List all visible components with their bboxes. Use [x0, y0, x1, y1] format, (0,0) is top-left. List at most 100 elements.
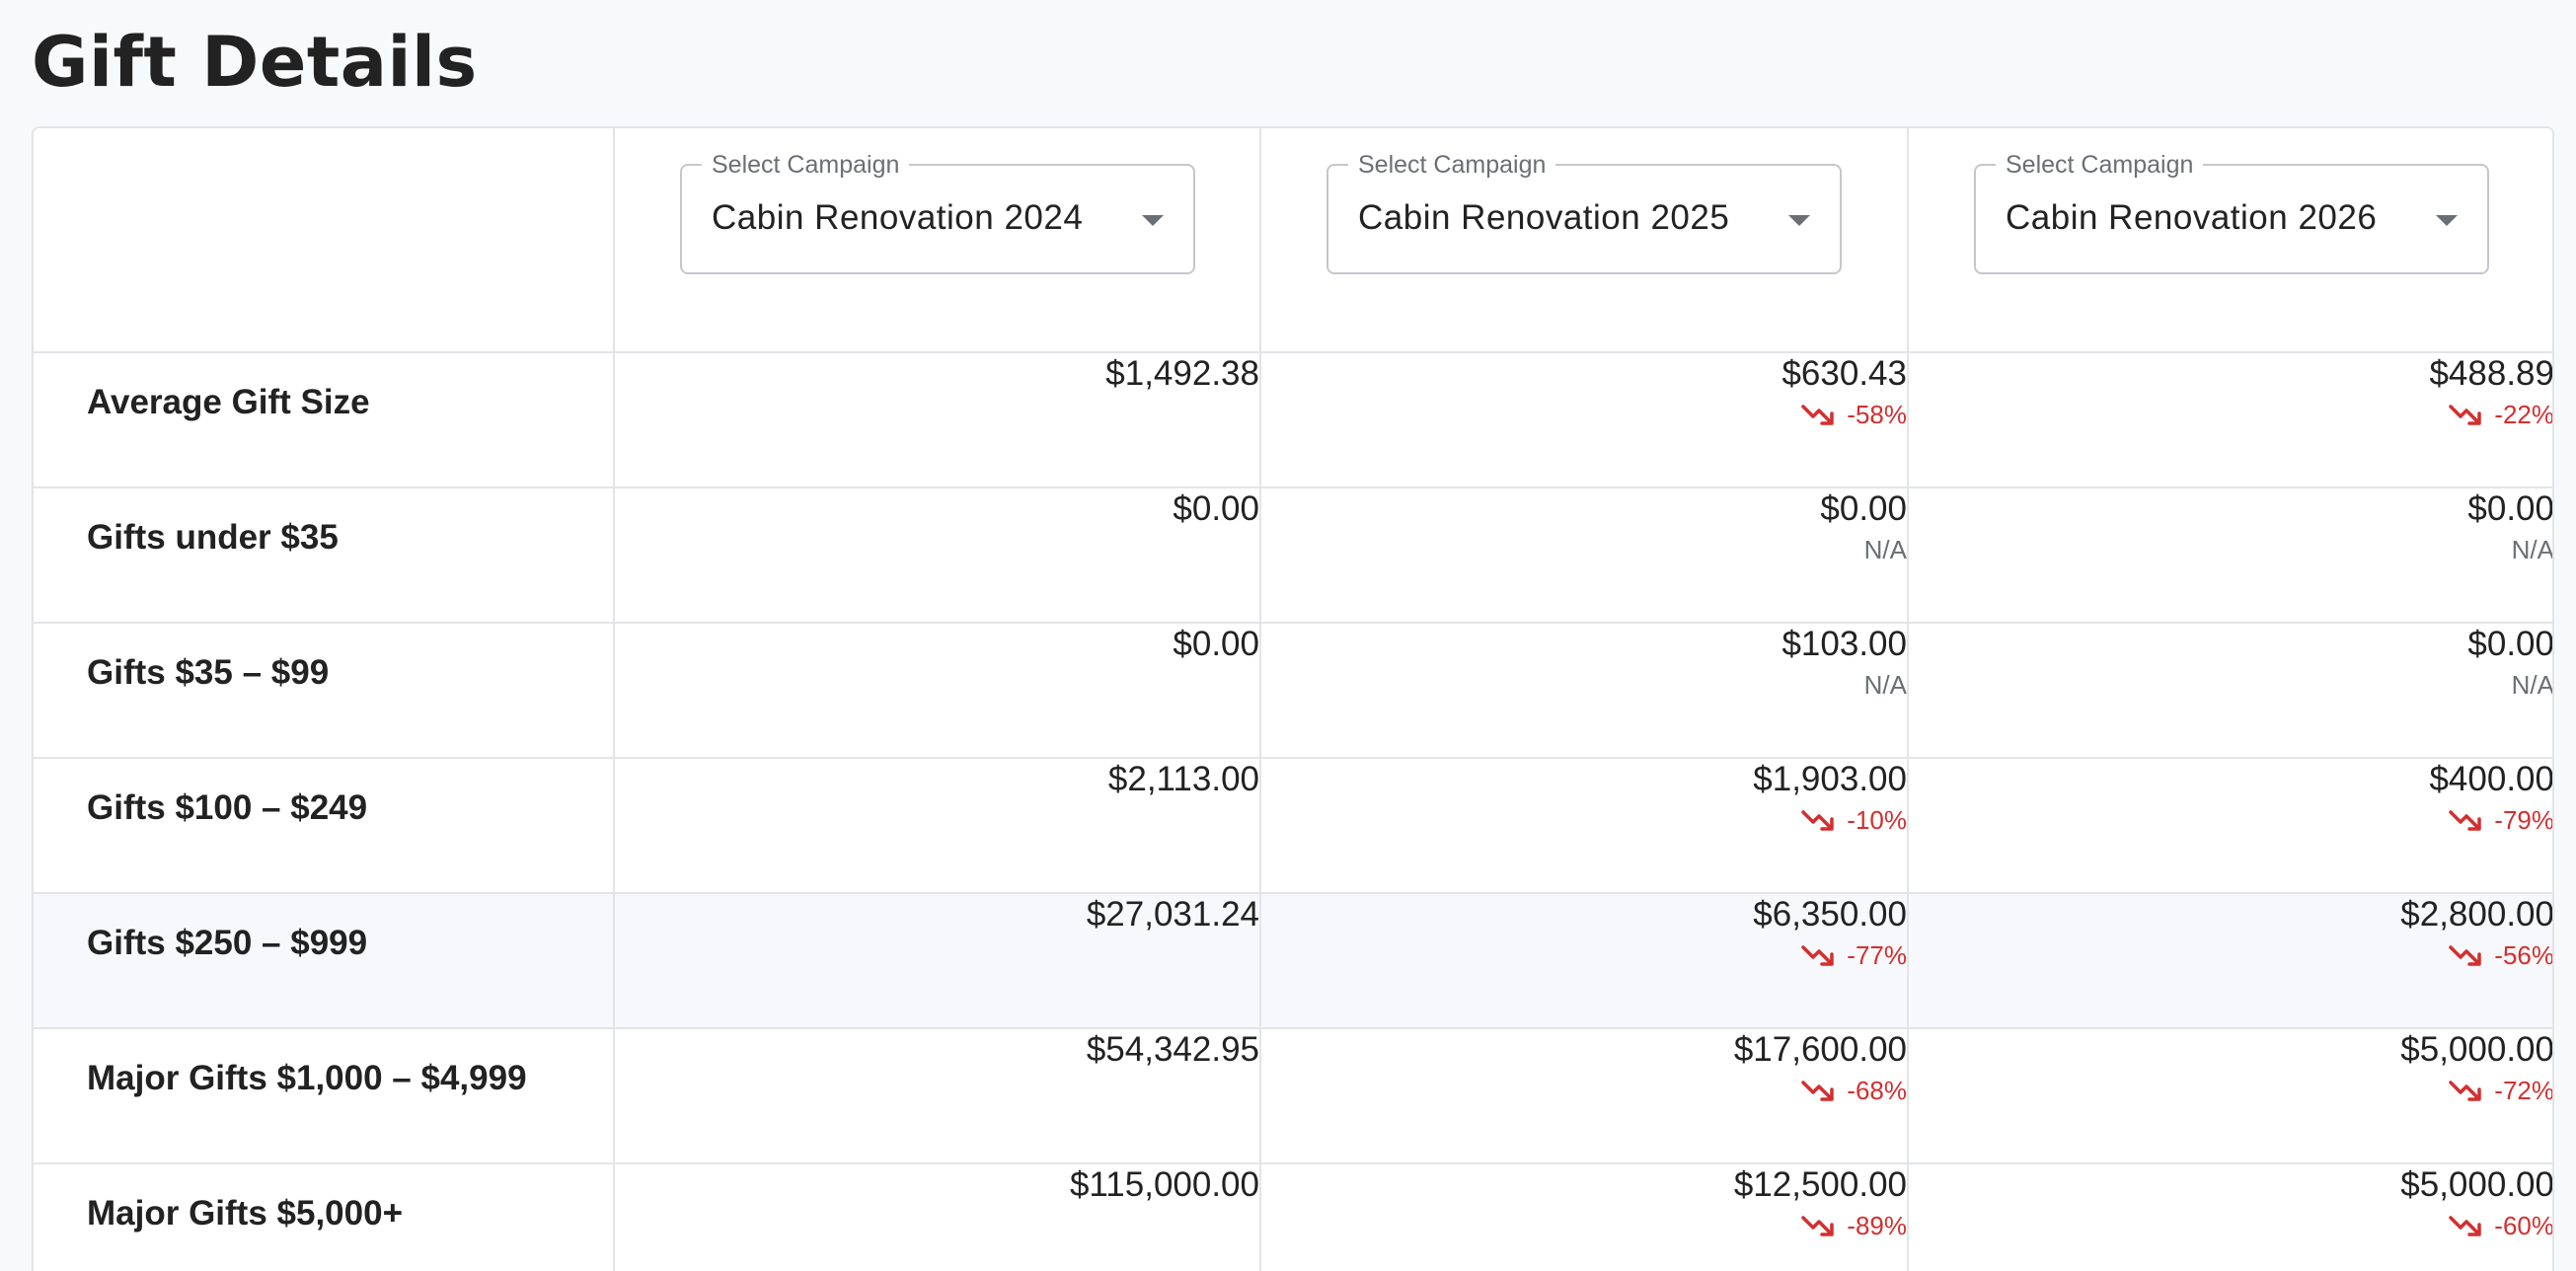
value-cell: $12,500.00 -89% [1259, 1163, 1908, 1271]
campaign-column-2: Select Campaign Cabin Renovation 2025 [1259, 128, 1908, 353]
table-row: Gifts $35 – $99 $0.00 $103.00 N/A $0.00 N/A [34, 623, 2552, 759]
page-title: Gift Details [32, 22, 478, 103]
change-indicator: N/A [1909, 669, 2552, 701]
row-label-cell: Gifts $100 – $249 [34, 758, 614, 894]
trending-down-icon [1801, 810, 1835, 831]
value-cell: $115,000.00 [613, 1163, 1260, 1271]
value-cell: $2,113.00 [613, 758, 1260, 894]
row-label: Gifts $35 – $99 [87, 653, 330, 692]
change-indicator: -79% [1909, 804, 2552, 836]
change-text: -60% [2494, 1211, 2554, 1240]
change-indicator [615, 669, 1259, 701]
amount-value: $17,600.00 [1733, 1030, 1907, 1069]
change-indicator: -22% [1909, 399, 2554, 430]
chevron-down-icon[interactable] [2436, 215, 2458, 226]
value-cell: $54,342.95 [613, 1028, 1260, 1164]
campaign-select-value: Cabin Renovation 2024 [712, 198, 1084, 237]
row-label: Major Gifts $5,000+ [87, 1194, 404, 1233]
campaign-select-label: Select Campaign [1348, 152, 1556, 178]
amount-value: $115,000.00 [1069, 1165, 1259, 1204]
change-text: -22% [2494, 400, 2554, 429]
change-indicator: N/A [1261, 534, 1907, 565]
chevron-down-icon[interactable] [1788, 215, 1810, 226]
trending-down-icon [1801, 1216, 1835, 1236]
change-text: -56% [2494, 940, 2554, 970]
campaign-select-3[interactable]: Select Campaign Cabin Renovation 2026 [1974, 152, 2489, 274]
amount-value: $0.00 [1173, 489, 1259, 528]
row-label-cell: Major Gifts $1,000 – $4,999 [34, 1028, 614, 1164]
value-cell: $0.00 N/A [1907, 623, 2552, 759]
value-cell: $6,350.00 -77% [1259, 893, 1908, 1029]
change-indicator: -89% [1261, 1210, 1907, 1241]
value-cell: $0.00 N/A [1907, 487, 2554, 624]
amount-value: $103.00 [1781, 625, 1907, 663]
amount-value: $488.89 [2429, 354, 2554, 393]
change-indicator [615, 534, 1259, 565]
change-text: -58% [1847, 400, 1907, 429]
campaign-select-1[interactable]: Select Campaign Cabin Renovation 2024 [680, 152, 1195, 274]
trending-down-icon [1801, 1081, 1835, 1101]
campaign-select-label: Select Campaign [702, 152, 910, 178]
trending-down-icon [2449, 810, 2482, 831]
value-cell: $5,000.00 -60% [1907, 1163, 2554, 1271]
campaign-column-1: Select Campaign Cabin Renovation 2024 [613, 128, 1260, 353]
row-label-cell: Gifts under $35 [34, 487, 614, 624]
change-indicator [615, 939, 1259, 971]
amount-value: $400.00 [2429, 760, 2554, 798]
change-indicator [615, 399, 1259, 430]
row-label: Gifts under $35 [87, 518, 339, 557]
campaign-select-value: Cabin Renovation 2026 [2006, 198, 2378, 237]
change-text: N/A [1863, 535, 1907, 564]
change-text: -68% [1847, 1076, 1907, 1105]
amount-value: $2,113.00 [1107, 760, 1259, 798]
amount-value: $54,342.95 [1086, 1030, 1259, 1069]
value-cell: $17,600.00 -68% [1259, 1028, 1908, 1164]
trending-down-icon [2449, 405, 2482, 425]
table-row: Average Gift Size $1,492.38 $630.43 -58% $48… [34, 352, 2554, 488]
table-header-row: Select Campaign Cabin Renovation 2024 Se… [34, 128, 2552, 353]
table-row: Gifts $250 – $999 $27,031.24 $6,350.00 -77%… [34, 893, 2554, 1029]
amount-value: $2,800.00 [2400, 895, 2554, 934]
value-cell: $103.00 N/A [1259, 623, 1908, 759]
table-row: Gifts $100 – $249 $2,113.00 $1,903.00 -10% $… [34, 758, 2554, 894]
change-text: N/A [2511, 535, 2554, 564]
campaign-select-value: Cabin Renovation 2025 [1358, 198, 1730, 237]
amount-value: $12,500.00 [1733, 1165, 1907, 1204]
change-indicator [615, 804, 1259, 836]
row-label: Gifts $100 – $249 [87, 788, 368, 827]
change-indicator [615, 1075, 1259, 1106]
change-text: -72% [2494, 1076, 2554, 1105]
campaign-column-3: Select Campaign Cabin Renovation 2026 [1907, 128, 2552, 353]
value-cell: $0.00 [613, 623, 1260, 759]
chevron-down-icon[interactable] [1142, 215, 1164, 226]
change-indicator: -10% [1261, 804, 1907, 836]
amount-value: $0.00 [2467, 489, 2554, 528]
amount-value: $6,350.00 [1753, 895, 1907, 934]
value-cell: $27,031.24 [613, 893, 1260, 1029]
campaign-select-2[interactable]: Select Campaign Cabin Renovation 2025 [1326, 152, 1842, 274]
change-indicator: -58% [1261, 399, 1907, 430]
table-row: Major Gifts $1,000 – $4,999 $54,342.95 $17… [34, 1028, 2554, 1164]
value-cell: $1,492.38 [613, 352, 1260, 488]
trending-down-icon [2449, 1216, 2482, 1236]
change-text: -10% [1847, 805, 1907, 835]
row-label: Gifts $250 – $999 [87, 924, 368, 962]
value-cell: $0.00 [613, 487, 1260, 624]
change-indicator: N/A [1909, 534, 2554, 565]
gift-details-table: Select Campaign Cabin Renovation 2024 Se… [34, 128, 2554, 1271]
row-label-cell: Average Gift Size [34, 352, 614, 488]
row-label-cell: Gifts $35 – $99 [34, 623, 614, 759]
change-indicator: -60% [1909, 1210, 2554, 1241]
table-row: Gifts under $35 $0.00 $0.00 N/A $0.00 N/A [34, 487, 2554, 624]
amount-value: $0.00 [1820, 489, 1907, 528]
value-cell: $2,800.00 -56% [1907, 893, 2554, 1029]
amount-value: $1,903.00 [1753, 760, 1907, 798]
row-label: Average Gift Size [87, 383, 370, 421]
value-cell: $488.89 -22% [1907, 352, 2554, 488]
value-cell: $630.43 -58% [1259, 352, 1908, 488]
value-cell: $400.00 -79% [1907, 758, 2554, 894]
amount-value: $5,000.00 [2400, 1030, 2554, 1069]
change-text: -89% [1847, 1211, 1907, 1240]
table-body: Average Gift Size $1,492.38 $630.43 -58% $48… [34, 352, 2554, 1271]
header-empty-cell [34, 128, 614, 353]
